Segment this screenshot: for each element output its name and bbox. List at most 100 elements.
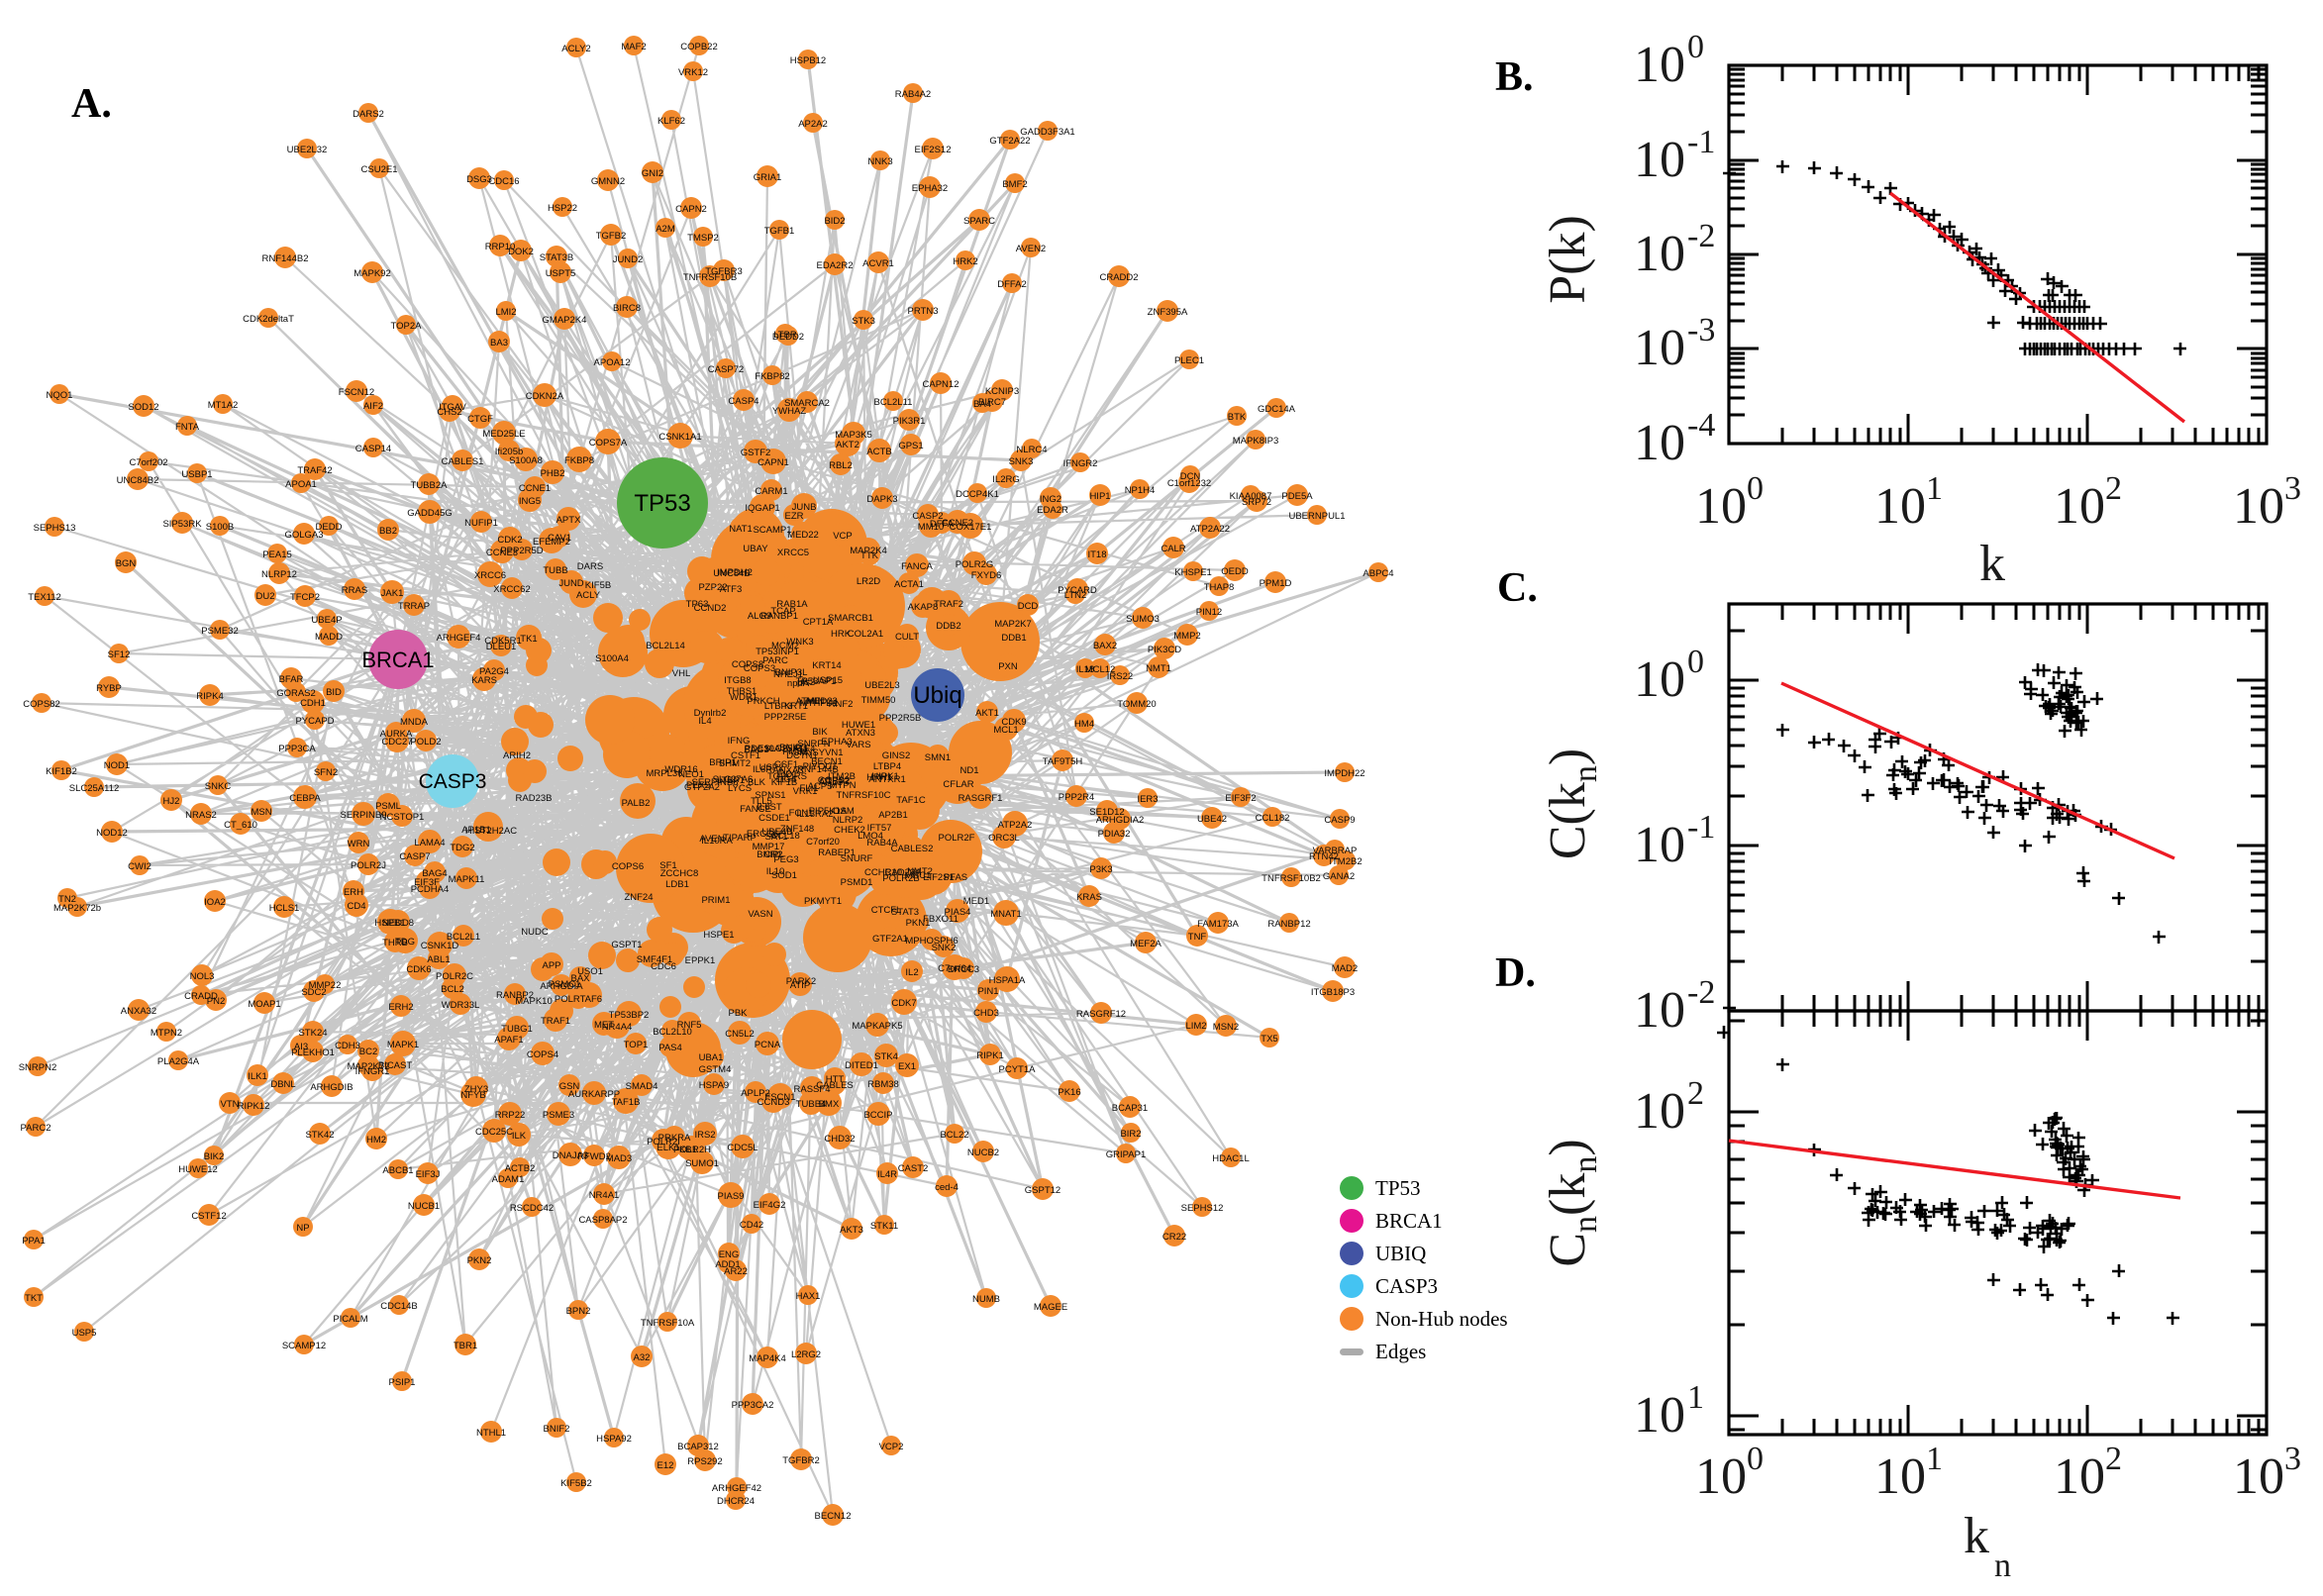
svg-text:BNIPL: BNIPL: [757, 849, 783, 860]
svg-text:PPA1: PPA1: [22, 1236, 46, 1247]
svg-text:BIRC8: BIRC8: [613, 303, 641, 314]
svg-text:MED23: MED23: [806, 696, 838, 707]
svg-text:ANTXR1: ANTXR1: [868, 774, 905, 785]
svg-text:CCND2: CCND2: [694, 603, 727, 614]
svg-text:RYBP: RYBP: [96, 683, 122, 694]
svg-text:TUBB4: TUBB4: [796, 1099, 827, 1110]
svg-text:PARK2: PARK2: [786, 976, 816, 987]
svg-text:PEX5: PEX5: [686, 780, 710, 791]
svg-text:POLD2: POLD2: [410, 737, 441, 748]
svg-text:CRADD: CRADD: [184, 991, 218, 1002]
svg-text:CASP2: CASP2: [912, 511, 943, 522]
svg-text:GSPT12: GSPT12: [1025, 1185, 1060, 1196]
svg-text:ARHGDIA: ARHGDIA: [540, 981, 583, 992]
svg-text:YWHAZ: YWHAZ: [772, 406, 807, 417]
svg-text:Non-Hub nodes: Non-Hub nodes: [1375, 1307, 1508, 1331]
svg-text:MAGEE: MAGEE: [1034, 1302, 1067, 1313]
svg-text:BAX: BAX: [570, 973, 590, 984]
svg-text:MAPK10: MAPK10: [515, 996, 553, 1007]
svg-text:ITM2B2: ITM2B2: [1329, 856, 1362, 867]
svg-text:UBE42: UBE42: [1197, 814, 1227, 825]
svg-text:PSME32: PSME32: [201, 626, 239, 637]
svg-text:TGFBR3: TGFBR3: [705, 266, 742, 277]
svg-text:SNURF: SNURF: [841, 853, 873, 864]
svg-text:MET: MET: [594, 1020, 614, 1031]
svg-text:MAP3K5: MAP3K5: [835, 430, 872, 441]
svg-text:MAPK1: MAPK1: [387, 1040, 419, 1050]
svg-text:USO1: USO1: [577, 966, 603, 977]
svg-text:IFNGR2: IFNGR2: [1063, 458, 1098, 469]
svg-text:PALB2: PALB2: [622, 798, 651, 809]
svg-text:MCL12: MCL12: [1085, 664, 1116, 675]
svg-text:KIF1B: KIF1B: [771, 777, 797, 788]
svg-text:BB2: BB2: [379, 526, 397, 537]
svg-text:NAT1: NAT1: [729, 524, 753, 535]
svg-text:WDR1: WDR1: [730, 692, 758, 703]
svg-text:PA2G4: PA2G4: [479, 666, 509, 677]
svg-text:NOD12: NOD12: [96, 828, 128, 839]
svg-text:TIPARP: TIPARP: [723, 833, 757, 844]
svg-text:POLR2H: POLR2H: [673, 1145, 711, 1155]
svg-text:COPS4: COPS4: [527, 1049, 558, 1060]
svg-text:SMN1: SMN1: [925, 752, 951, 763]
svg-text:ANXA3: ANXA3: [772, 765, 803, 776]
svg-text:UBA1: UBA1: [699, 1052, 724, 1063]
svg-text:-1: -1: [1687, 124, 1715, 160]
svg-text:A2M: A2M: [656, 224, 675, 235]
svg-text:HSPE1: HSPE1: [703, 930, 734, 941]
svg-text:AURKA: AURKA: [380, 729, 413, 740]
svg-text:SUMO3: SUMO3: [1126, 614, 1160, 625]
svg-text:NHEJ1: NHEJ1: [773, 669, 803, 680]
svg-text:PRKRA: PRKRA: [658, 1133, 691, 1144]
svg-text:IL6R: IL6R: [753, 764, 772, 775]
svg-text:KIF1B2: KIF1B2: [46, 766, 77, 777]
svg-text:CCL18: CCL18: [770, 831, 800, 842]
svg-text:3: 3: [2284, 470, 2301, 507]
svg-text:PPP3CA2: PPP3CA2: [732, 1400, 774, 1411]
svg-text:HSPA1A: HSPA1A: [989, 975, 1026, 986]
svg-text:GADD45G: GADD45G: [407, 508, 452, 519]
svg-text:KRAS: KRAS: [1076, 892, 1102, 903]
svg-text:ORC3L: ORC3L: [988, 833, 1020, 844]
svg-text:RIPK12: RIPK12: [238, 1101, 270, 1112]
svg-text:MAP2K4: MAP2K4: [850, 546, 887, 556]
svg-text:HTT: HTT: [826, 1074, 845, 1085]
svg-text:GMNN2: GMNN2: [591, 176, 625, 187]
svg-text:COX17E1: COX17E1: [950, 522, 992, 533]
svg-text:ENG: ENG: [719, 1249, 740, 1260]
svg-text:MTPN2: MTPN2: [151, 1028, 182, 1039]
svg-text:BIRC7: BIRC7: [978, 397, 1006, 408]
svg-text:CDC14B: CDC14B: [380, 1301, 418, 1312]
svg-text:FANCE: FANCE: [740, 804, 771, 815]
svg-text:OEDD: OEDD: [1221, 566, 1249, 577]
svg-text:TOMM20: TOMM20: [1117, 699, 1156, 710]
svg-text:SMF4F1: SMF4F1: [637, 954, 672, 965]
svg-text:JMY: JMY: [795, 748, 815, 758]
svg-text:MED25LE: MED25LE: [482, 429, 525, 440]
svg-text:ACTB: ACTB: [866, 447, 891, 457]
svg-text:HRK: HRK: [831, 629, 852, 640]
svg-text:PSMD1: PSMD1: [841, 877, 873, 888]
svg-text:BRIP1: BRIP1: [709, 757, 736, 768]
svg-text:MAPKAPK5: MAPKAPK5: [852, 1021, 902, 1032]
svg-text:POLR2G: POLR2G: [956, 559, 994, 570]
svg-text:VTN: VTN: [221, 1099, 240, 1110]
svg-text:NLRP2: NLRP2: [833, 815, 863, 826]
svg-text:AI3: AI3: [294, 1042, 308, 1052]
svg-text:HSPB1: HSPB1: [374, 918, 405, 929]
svg-text:LIM2: LIM2: [1185, 1021, 1206, 1032]
svg-text:GSPT1: GSPT1: [611, 940, 642, 950]
svg-text:SE1D12: SE1D12: [1089, 807, 1124, 818]
svg-text:KRT1: KRT1: [784, 701, 808, 712]
svg-text:TUBB2A: TUBB2A: [411, 480, 449, 491]
svg-text:ATP2A2: ATP2A2: [998, 820, 1033, 831]
svg-text:MCL1: MCL1: [993, 725, 1018, 736]
svg-text:THBS1: THBS1: [727, 686, 758, 697]
svg-text:AP2B1: AP2B1: [878, 810, 908, 821]
svg-text:MAD3: MAD3: [606, 1153, 632, 1164]
svg-text:SERPINB9: SERPINB9: [341, 810, 387, 821]
svg-text:EPPK1: EPPK1: [685, 955, 716, 966]
svg-text:RNF2: RNF2: [829, 699, 854, 710]
svg-text:CAPN2: CAPN2: [675, 204, 707, 215]
svg-text:10: 10: [1634, 37, 1685, 93]
